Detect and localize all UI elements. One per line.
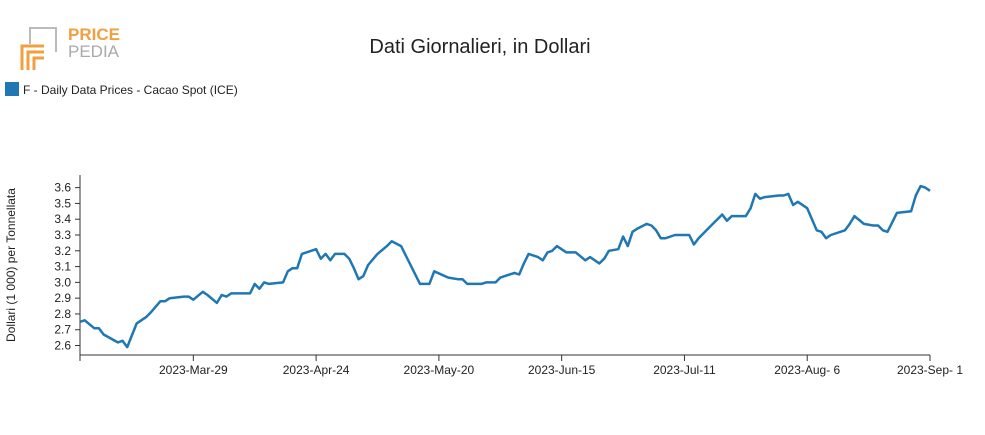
logo-icon [29, 27, 57, 52]
y-tick-label: 3.1 [54, 260, 71, 274]
x-tick-label: 2023-Jun-15 [528, 363, 596, 377]
x-tick-label: 2023-Mar-29 [159, 363, 228, 377]
logo: PRICE PEDIA [20, 25, 120, 70]
y-tick-label: 2.8 [54, 307, 71, 321]
line [79, 184, 931, 349]
y-tick-label: 3.3 [54, 228, 71, 242]
logo-icon [20, 44, 44, 70]
x-tick-label: 2023-Sep- 1 [897, 363, 963, 377]
logo-text: PEDIA [68, 42, 120, 61]
y-tick-label: 2.9 [54, 291, 71, 305]
y-tick-label: 3.0 [54, 275, 71, 289]
y-tick-label: 3.4 [54, 212, 71, 226]
chart-title: Dati Giornalieri, in Dollari [369, 36, 590, 58]
legend-label: F - Daily Data Prices - Cacao Spot (ICE) [23, 83, 238, 97]
y-axis-label: Dollari (1 000) per Tonnellata [4, 188, 18, 342]
x-tick-label: 2023-Jul-11 [653, 363, 716, 377]
y-tick-label: 3.5 [54, 196, 71, 210]
logo-text: PRICE [68, 25, 120, 44]
legend-swatch [5, 82, 19, 96]
y-tick-label: 2.6 [54, 339, 71, 353]
y-tick-label: 2.7 [54, 323, 71, 337]
x-tick-label: 2023-May-20 [404, 363, 475, 377]
x-tick-label: 2023-Aug- 6 [774, 363, 840, 377]
x-tick-label: 2023-Apr-24 [283, 363, 350, 377]
y-tick-label: 3.2 [54, 244, 71, 258]
y-tick-label: 3.6 [54, 181, 71, 195]
